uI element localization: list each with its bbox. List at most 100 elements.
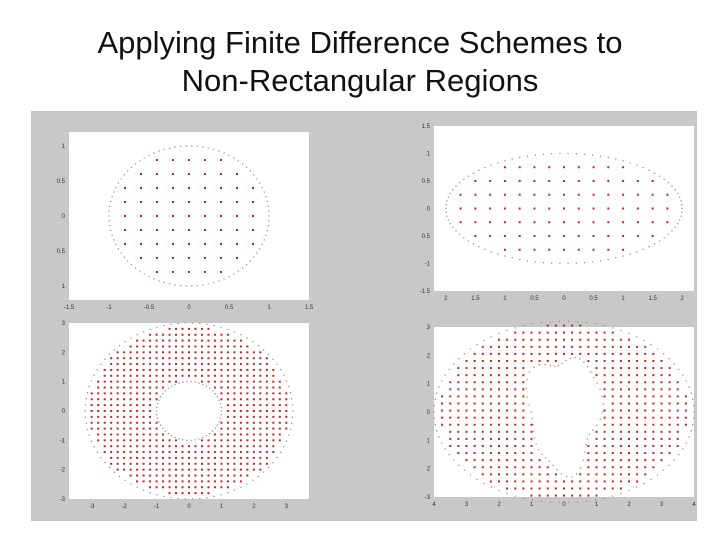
y-tick-label: 3 (62, 321, 66, 327)
inner-boundary-point (571, 476, 573, 478)
boundary-point (153, 278, 155, 280)
inner-boundary-point (569, 357, 572, 360)
grid-point (200, 468, 203, 471)
grid-point (239, 386, 242, 389)
grid-point (207, 451, 210, 454)
grid-point (579, 352, 582, 355)
boundary-point (109, 205, 111, 207)
inner-boundary-point (194, 439, 196, 441)
grid-point (259, 380, 262, 383)
grid-point (220, 398, 223, 401)
grid-point (522, 409, 525, 412)
grid-point (563, 221, 565, 224)
grid-point (579, 345, 582, 348)
grid-point (220, 439, 223, 442)
grid-point (278, 427, 281, 430)
grid-point (207, 345, 210, 348)
boundary-point (692, 398, 694, 401)
grid-point (136, 386, 139, 389)
boundary-point (458, 233, 461, 236)
grid-point (220, 427, 223, 430)
grid-point (136, 380, 139, 383)
boundary-point (575, 262, 578, 264)
grid-point (136, 398, 139, 401)
y-tick-label: 1 (427, 152, 431, 158)
grid-point (449, 409, 452, 412)
grid-point (518, 248, 521, 251)
grid-point (481, 430, 484, 433)
boundary-point (149, 491, 151, 494)
grid-point (207, 380, 210, 383)
inner-boundary-point (214, 393, 216, 395)
grid-point (116, 398, 119, 401)
inner-boundary-point (156, 406, 158, 409)
grid-point (592, 235, 595, 237)
boundary-point (673, 459, 675, 461)
grid-point (181, 462, 184, 465)
grid-point (522, 381, 525, 384)
grid-point (660, 445, 663, 447)
grid-point (156, 271, 158, 273)
grid-point (595, 494, 598, 497)
grid-point (226, 363, 229, 366)
boundary-point (174, 146, 176, 148)
grid-point (619, 473, 622, 476)
x-tick-label: 0 (187, 305, 191, 311)
inner-boundary-point (156, 403, 159, 405)
boundary-point (591, 154, 594, 156)
grid-point (136, 445, 139, 448)
grid-point (522, 473, 525, 476)
grid-point (577, 180, 580, 182)
grid-point (530, 466, 533, 469)
boundary-point (84, 410, 86, 412)
grid-point (220, 333, 223, 336)
boundary-point (449, 192, 452, 195)
grid-point (514, 338, 517, 341)
boundary-point (88, 386, 90, 388)
grid-point (123, 386, 126, 389)
grid-point (611, 388, 614, 391)
grid-point (236, 215, 238, 217)
boundary-point (249, 260, 251, 262)
grid-point (473, 367, 476, 370)
grid-point (168, 439, 171, 442)
grid-point (265, 386, 268, 389)
grid-point (522, 367, 525, 370)
boundary-point (220, 326, 222, 329)
grid-point (136, 410, 139, 412)
grid-point (233, 474, 236, 477)
grid-point (498, 367, 500, 370)
grid-point (168, 380, 171, 383)
grid-point (465, 445, 468, 447)
grid-point (676, 437, 679, 440)
inner-boundary-point (202, 436, 204, 439)
grid-point (156, 201, 158, 203)
grid-point (175, 380, 178, 383)
grid-point (481, 360, 484, 362)
grid-point (481, 459, 484, 462)
grid-point (489, 459, 492, 462)
boundary-point (237, 270, 239, 272)
grid-point (97, 404, 100, 407)
grid-point (272, 374, 275, 377)
boundary-point (629, 253, 631, 255)
grid-point (233, 439, 236, 442)
grid-point (538, 487, 541, 490)
grid-point (619, 345, 622, 348)
grid-point (181, 333, 184, 336)
grid-point (498, 409, 500, 412)
grid-point (226, 468, 229, 471)
boundary-point (291, 398, 293, 400)
grid-point (213, 474, 216, 477)
boundary-point (143, 157, 145, 159)
boundary-point (534, 261, 537, 263)
boundary-point (594, 323, 597, 325)
grid-point (136, 468, 139, 471)
grid-point (668, 452, 671, 455)
grid-point (116, 357, 119, 360)
grid-point (207, 474, 210, 477)
grid-point (622, 193, 625, 196)
grid-point (155, 421, 158, 424)
grid-point (252, 451, 255, 454)
